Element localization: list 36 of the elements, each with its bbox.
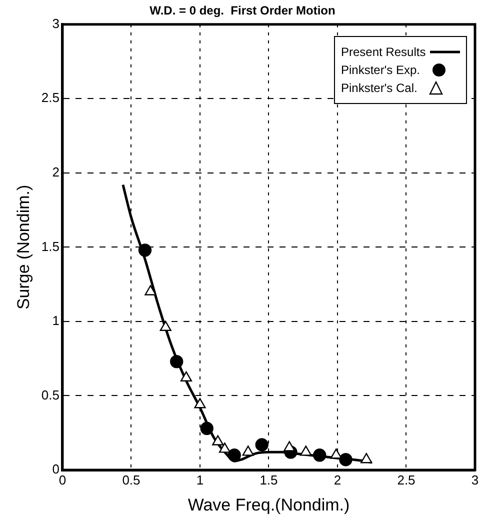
point (330, 448, 342, 459)
point (300, 446, 312, 456)
y-axis-title: Surge (Nondim.) (14, 184, 33, 310)
chart-title: W.D. = 0 deg. First Order Motion (150, 4, 336, 18)
x-axis-title: Wave Freq.(Nondim.) (188, 495, 350, 514)
y-tick-label: 0 (52, 462, 60, 477)
legend-label: Pinkster's Cal. (341, 81, 418, 96)
y-tick-label: 1 (52, 313, 60, 328)
point (218, 442, 231, 453)
point (339, 453, 352, 466)
point (313, 448, 326, 462)
y-tick-label: 2 (52, 164, 60, 180)
x-tick-label: 0.5 (122, 472, 140, 488)
point (200, 422, 214, 436)
point (160, 320, 172, 332)
point (194, 398, 206, 408)
legend-label: Pinkster's Exp. (341, 63, 420, 78)
x-tick-label: 1.5 (260, 472, 278, 488)
x-tick-label: 3 (471, 472, 479, 488)
point (242, 446, 254, 456)
point (138, 244, 152, 257)
x-tick-label: 1 (196, 472, 204, 488)
point (170, 354, 184, 368)
legend-label: Present Results (341, 45, 426, 60)
point (228, 448, 241, 462)
point (180, 371, 192, 382)
y-tick-label: 3 (52, 16, 60, 31)
y-tick-label: 2.5 (41, 90, 60, 106)
point (212, 435, 224, 446)
y-tick-label: 0.5 (41, 387, 60, 402)
x-tick-label: 2.5 (397, 472, 416, 488)
y-tick-label: 1.5 (41, 238, 60, 254)
point (360, 453, 372, 464)
point (255, 438, 268, 452)
x-tick-label: 2 (334, 472, 342, 488)
point (144, 285, 156, 296)
